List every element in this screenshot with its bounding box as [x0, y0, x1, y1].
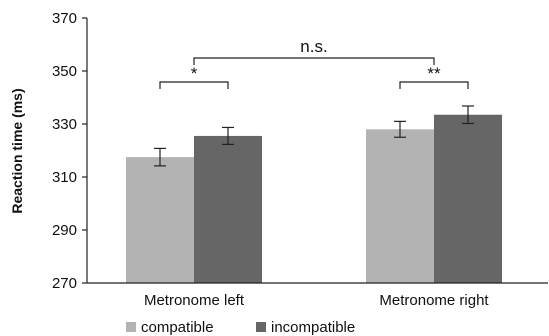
y-tick-label-350: 350 [52, 63, 77, 80]
legend-label-incompatible: incompatible [271, 319, 355, 336]
plot-area: 270 290 310 330 350 370 Metronome left Metronom… [52, 10, 548, 336]
legend-swatch-compatible [126, 322, 136, 332]
bar-incompatible-0 [194, 135, 262, 283]
y-tick-label-370: 370 [52, 10, 77, 27]
category-label-0: Metronome left [144, 292, 245, 309]
significance-label-between: n.s. [300, 37, 327, 56]
y-tick-label-310: 310 [52, 169, 77, 186]
significance-bracket-0 [159, 81, 229, 89]
legend-swatch-incompatible [256, 322, 266, 332]
legend-label-compatible: compatible [141, 319, 214, 336]
bar-compatible-1 [366, 129, 434, 283]
y-tick-label-330: 330 [52, 116, 77, 133]
significance-bracket-between [193, 57, 435, 65]
significance-label-1: ** [427, 64, 441, 83]
bar-compatible-0 [126, 157, 194, 283]
bar-incompatible-1 [434, 114, 502, 283]
category-label-1: Metronome right [379, 292, 489, 309]
significance-bracket-1 [399, 81, 469, 89]
significance-label-0: * [191, 64, 198, 83]
y-tick-label-290: 290 [52, 222, 77, 239]
y-axis-label: Reaction time (ms) [9, 88, 25, 213]
y-tick-label-270: 270 [52, 275, 77, 292]
